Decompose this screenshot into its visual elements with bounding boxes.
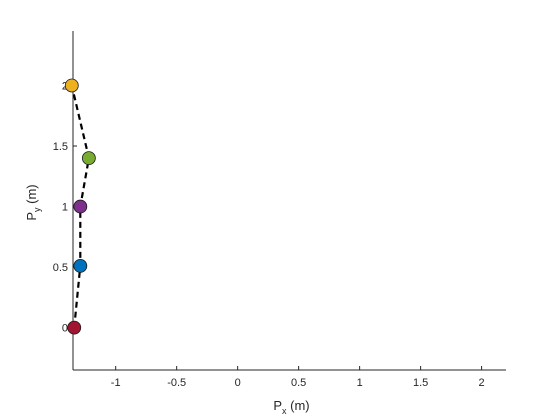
x-tick-label: 1 [357,377,363,389]
x-tick-label: -0.5 [167,377,186,389]
x-axis-label: Px (m) [273,398,309,416]
data-point [73,258,88,273]
x-axis-label-sub: x [282,406,287,416]
x-axis-label-main: P [273,398,282,413]
y-axis-label-unit: (m) [24,184,39,207]
x-ticks: -1 -0.5 0 0.5 1 1.5 2 [111,366,485,389]
x-tick-label: -1 [111,377,121,389]
series [64,78,96,335]
x-axis-label-unit: (m) [287,398,310,413]
data-point [67,320,82,335]
data-point [73,199,88,214]
x-tick-label: 0 [235,377,241,389]
x-tick-label: 1.5 [413,377,428,389]
axes [72,31,506,371]
data-point [64,78,79,93]
data-point [81,151,96,166]
x-tick-label: 0.5 [291,377,306,389]
x-tick-label: 2 [479,377,485,389]
y-axis-label-sub: y [32,207,42,212]
y-tick-label: 0.5 [53,262,68,274]
y-tick-label: 1.5 [53,141,68,153]
y-axis-label: Py (m) [24,184,42,220]
y-tick-label: 0 [62,323,68,335]
y-tick-label: 1 [62,202,68,214]
y-axis-label-main: P [24,212,39,221]
y-tick-label: 2 [62,80,68,92]
